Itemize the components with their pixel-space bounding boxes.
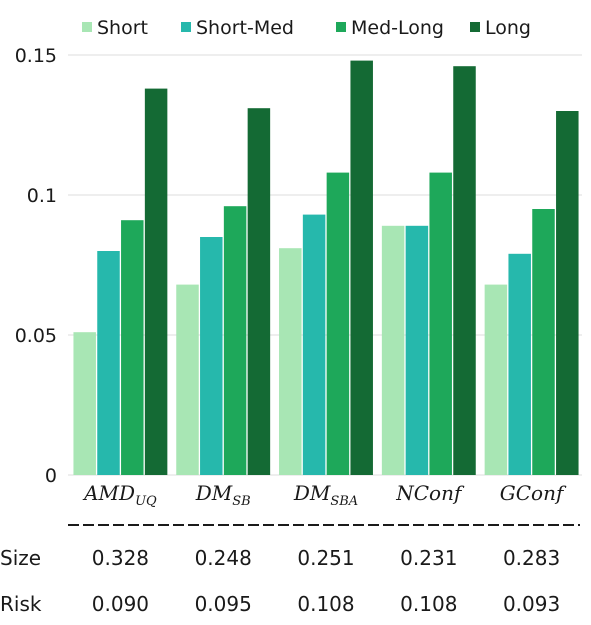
- bar-short: [279, 248, 302, 475]
- x-axis-categories: AMDUQ DMSB DMSBA NConf GConf: [82, 481, 567, 509]
- y-tick-label: 0: [45, 465, 57, 487]
- bar-long: [453, 66, 476, 475]
- legend-label: Med-Long: [351, 17, 444, 39]
- bar-med-long: [223, 206, 247, 475]
- table-cell: 0.328: [92, 546, 149, 570]
- legend-swatch: [336, 22, 346, 32]
- y-axis-ticks: 0 0.05 0.1 0.15: [15, 45, 57, 487]
- table-cell: 0.251: [297, 546, 354, 570]
- table-cell: 0.231: [400, 546, 457, 570]
- table-row-label: Size: [0, 546, 41, 570]
- table-cell: 0.108: [400, 592, 457, 616]
- y-tick-label: 0.1: [27, 185, 57, 207]
- bar-short: [73, 332, 96, 475]
- bar-short-med: [200, 237, 223, 475]
- x-category-label: NConf: [395, 481, 465, 505]
- bar-long: [556, 111, 579, 475]
- legend-label: Short: [97, 17, 148, 39]
- bar-short-med: [302, 214, 326, 475]
- bar-short: [176, 284, 199, 475]
- bar-short-med: [405, 225, 429, 475]
- bar-med-long: [326, 172, 350, 475]
- x-category-label: DMSBA: [293, 481, 358, 509]
- legend-label: Long: [485, 17, 531, 39]
- bar-med-long: [429, 172, 452, 475]
- legend-swatch: [470, 22, 480, 32]
- bar-long: [247, 108, 271, 475]
- bar-med-long: [121, 220, 144, 475]
- bar-long: [144, 88, 168, 475]
- table-cell: 0.090: [92, 592, 149, 616]
- x-category-label: GConf: [500, 481, 567, 505]
- bar-short-med: [508, 253, 531, 475]
- bar-short: [484, 284, 508, 475]
- table-cell: 0.283: [503, 546, 560, 570]
- y-tick-label: 0.15: [15, 45, 57, 67]
- table-cell: 0.093: [503, 592, 560, 616]
- bar-short-med: [97, 251, 120, 475]
- table-cell: 0.108: [297, 592, 354, 616]
- bar-short: [381, 225, 405, 475]
- x-category-label: AMDUQ: [82, 481, 157, 509]
- legend-swatch: [82, 22, 92, 32]
- metrics-table: Size 0.328 0.248 0.251 0.231 0.283 Risk 0.090 0.…: [0, 546, 560, 616]
- table-row-label: Risk: [0, 592, 42, 616]
- legend-label: Short-Med: [196, 17, 294, 39]
- x-category-label: DMSB: [195, 481, 251, 509]
- legend-swatch: [181, 22, 191, 32]
- bar-long: [350, 60, 373, 475]
- table-cell: 0.095: [195, 592, 252, 616]
- legend: Short Short-Med Med-Long Long: [82, 17, 531, 39]
- y-tick-label: 0.05: [15, 325, 57, 347]
- bar-med-long: [532, 209, 555, 475]
- table-cell: 0.248: [195, 546, 252, 570]
- bars: [73, 60, 579, 475]
